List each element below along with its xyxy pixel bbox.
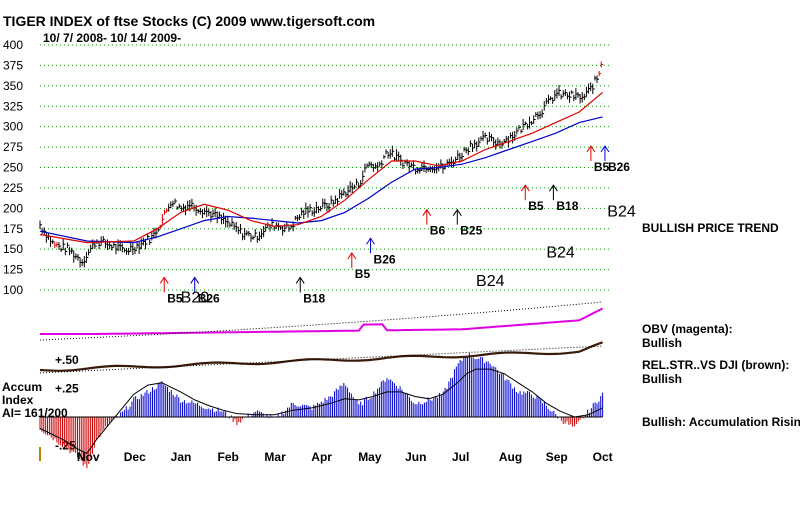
signal-arrowhead: [190, 276, 200, 284]
accum-tick-label: +.50: [55, 353, 79, 367]
y-tick-label: 275: [3, 140, 23, 154]
y-tick-label: 250: [3, 161, 23, 175]
y-tick-label: 100: [3, 283, 23, 297]
signal-arrowhead: [586, 145, 596, 153]
date-range: 10/ 7/ 2008- 10/ 14/ 2009-: [43, 31, 182, 45]
y-tick-label: 125: [3, 263, 23, 277]
signal-label-large: B24: [476, 273, 505, 290]
ma-blue-line: [39, 116, 603, 244]
obv-trendline: [39, 301, 603, 341]
y-tick-label: 400: [3, 38, 23, 52]
month-label: Nov: [77, 450, 100, 464]
y-tick-label: 325: [3, 99, 23, 113]
signal-label: B26: [374, 252, 396, 266]
rel-strength-trendline: [39, 345, 603, 374]
signal-arrowhead: [295, 276, 305, 284]
month-label: Jun: [405, 450, 426, 464]
accum-status: Bullish: Accumulation Rising: [642, 415, 800, 429]
signal-arrowhead: [159, 276, 169, 284]
signal-label-large: B24: [607, 204, 636, 221]
chart-title: TIGER INDEX of ftse Stocks (C) 2009 www.…: [3, 13, 376, 29]
signal-label: B5: [528, 199, 544, 213]
rel-strength-line: [39, 341, 603, 372]
signal-arrowhead: [366, 237, 375, 245]
signal-label: B18: [303, 291, 325, 305]
y-tick-label: 300: [3, 120, 23, 134]
month-label: Mar: [264, 450, 286, 464]
ai-value: AI= 161/200: [2, 406, 68, 420]
signal-label: B6: [430, 224, 446, 238]
y-tick-label: 350: [3, 79, 23, 93]
month-label: Apr: [311, 450, 332, 464]
ma-red-line: [39, 91, 603, 244]
month-label: Jan: [171, 450, 192, 464]
signal-label-large: B24: [546, 244, 575, 261]
signal-label: B5: [355, 267, 371, 281]
month-label: Feb: [218, 450, 239, 464]
obv-line: [40, 307, 604, 335]
obv-status: Bullish: [642, 336, 683, 350]
signal-arrowhead: [422, 208, 432, 216]
month-label: Sep: [546, 450, 568, 464]
signal-label: B18: [556, 199, 578, 213]
accum-title-2: Index: [2, 393, 34, 407]
accum-ma-line: [39, 368, 603, 455]
month-label: Jul: [452, 450, 469, 464]
signal-arrowhead: [548, 184, 558, 192]
signal-label: B26: [608, 160, 630, 174]
signal-label: B25: [460, 224, 482, 238]
y-tick-label: 225: [3, 181, 23, 195]
month-label: Dec: [124, 450, 146, 464]
signal-arrowhead: [347, 252, 357, 260]
month-label: May: [358, 450, 382, 464]
signal-label-large: B20: [181, 289, 210, 306]
month-label: Aug: [499, 450, 522, 464]
accum-tick-label: +.25: [55, 382, 79, 396]
accum-title-1: Accum: [2, 380, 43, 394]
y-tick-label: 375: [3, 58, 23, 72]
signal-arrowhead: [520, 184, 530, 192]
rs-label: REL.STR..VS DJI (brown):: [642, 358, 790, 372]
bullish-price-trend-label: BULLISH PRICE TREND: [642, 221, 779, 235]
signal-label: B5: [594, 160, 610, 174]
month-label: Oct: [593, 450, 613, 464]
y-tick-label: 175: [3, 222, 23, 236]
signal-arrowhead: [600, 145, 610, 153]
signal-label: B5: [167, 291, 183, 305]
y-tick-label: 150: [3, 242, 23, 256]
obv-label: OBV (magenta):: [642, 322, 733, 336]
rs-status: Bullish: [642, 372, 683, 386]
signal-label: B26: [198, 291, 220, 305]
y-tick-label: 200: [3, 201, 23, 215]
signal-arrowhead: [452, 208, 462, 216]
